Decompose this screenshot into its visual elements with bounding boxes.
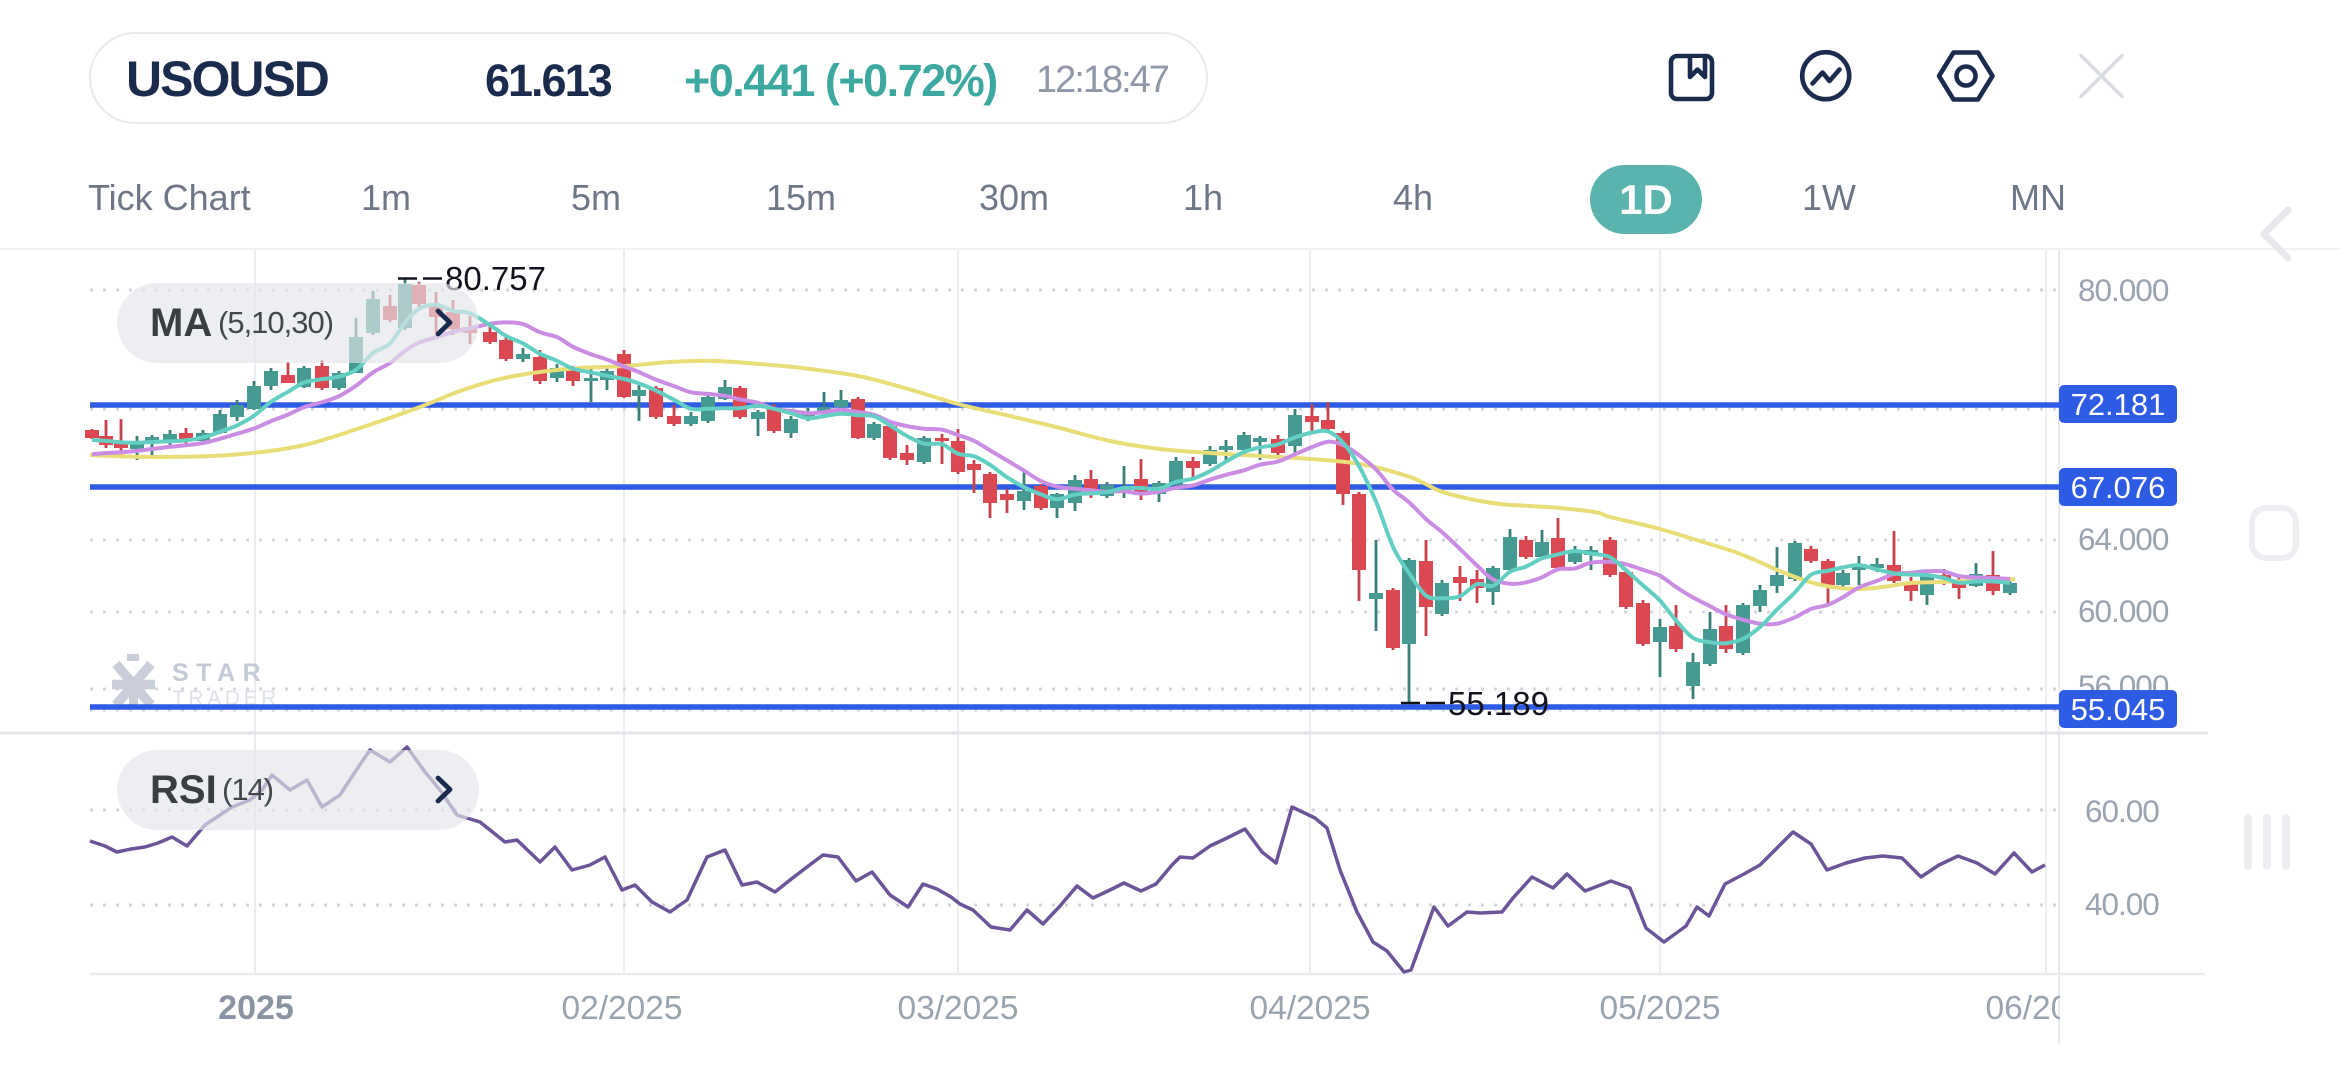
- svg-text:80.000: 80.000: [2078, 272, 2169, 308]
- svg-text:5m: 5m: [571, 177, 621, 218]
- svg-text:(14): (14): [222, 772, 273, 807]
- svg-text:04/2025: 04/2025: [1249, 990, 1370, 1027]
- svg-text:15m: 15m: [766, 177, 836, 218]
- svg-text:03/2025: 03/2025: [897, 990, 1018, 1027]
- svg-text:64.000: 64.000: [2078, 521, 2169, 557]
- svg-text:61.613: 61.613: [485, 55, 612, 106]
- svg-text:MA: MA: [150, 301, 212, 345]
- svg-text:60.00: 60.00: [2085, 793, 2159, 829]
- svg-text:1W: 1W: [1802, 177, 1856, 218]
- svg-text:55.189: 55.189: [1448, 685, 1549, 722]
- svg-text:STAR: STAR: [172, 659, 268, 687]
- svg-text:60.000: 60.000: [2078, 593, 2169, 629]
- svg-text:55.045: 55.045: [2071, 692, 2166, 727]
- svg-text:05/2025: 05/2025: [1599, 990, 1720, 1027]
- svg-text:02/2025: 02/2025: [561, 990, 682, 1027]
- svg-text:40.00: 40.00: [2085, 886, 2159, 922]
- svg-text:+0.441 (+0.72%): +0.441 (+0.72%): [684, 55, 997, 106]
- svg-text:4h: 4h: [1393, 177, 1433, 218]
- svg-text:1m: 1m: [361, 177, 411, 218]
- svg-text:72.181: 72.181: [2071, 387, 2166, 422]
- svg-text:1D: 1D: [1619, 176, 1673, 223]
- svg-text:MN: MN: [2010, 177, 2066, 218]
- svg-text:Tick Chart: Tick Chart: [88, 177, 251, 218]
- svg-text:12:18:47: 12:18:47: [1036, 59, 1169, 101]
- svg-text:67.076: 67.076: [2071, 470, 2166, 505]
- svg-text:(5,10,30): (5,10,30): [218, 305, 333, 340]
- svg-text:2025: 2025: [218, 989, 294, 1027]
- svg-text:USOUSD: USOUSD: [126, 51, 329, 107]
- svg-text:30m: 30m: [979, 177, 1049, 218]
- svg-text:1h: 1h: [1183, 177, 1223, 218]
- svg-text:RSI: RSI: [150, 768, 217, 812]
